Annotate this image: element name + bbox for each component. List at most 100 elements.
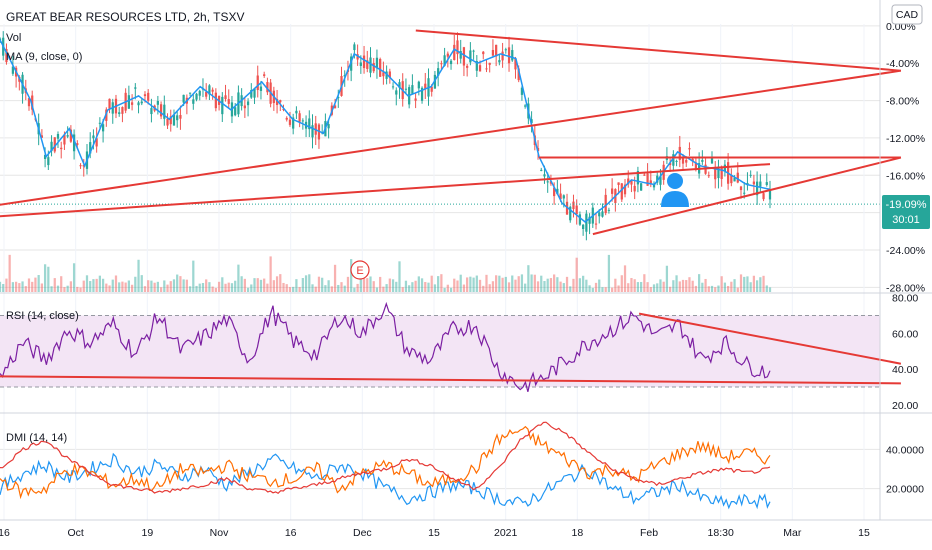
volume-bar [350, 259, 353, 292]
volume-bar [675, 275, 678, 292]
earnings-label: E [356, 265, 363, 277]
candle-body [685, 159, 688, 163]
candle-body [108, 98, 111, 109]
candle-body [82, 165, 85, 167]
volume-bar [420, 278, 424, 292]
candle-body [47, 157, 50, 166]
volume-bar [669, 286, 672, 292]
rsi-trendline [0, 375, 901, 385]
volume-bar [565, 276, 569, 292]
volume-bar [472, 277, 475, 292]
volume-bar [559, 281, 562, 292]
candle-body [147, 92, 150, 101]
time-tick-label: 2021 [494, 527, 518, 539]
volume-bar [192, 260, 195, 292]
candle-body [501, 51, 504, 61]
candle-body [517, 68, 520, 81]
price-trendline [0, 69, 902, 206]
volume-bar [520, 274, 524, 292]
volume-bar [646, 282, 649, 292]
currency-button[interactable]: CAD [891, 4, 923, 25]
volume-bar [143, 286, 147, 292]
volume-bar [630, 278, 633, 292]
candle-body [356, 54, 359, 60]
volume-bar [169, 281, 172, 292]
volume-bar [733, 279, 736, 292]
volume-bar [221, 277, 224, 292]
volume-bar [533, 274, 536, 292]
candle-body [746, 182, 749, 185]
candle-body [53, 137, 56, 152]
volume-bar [427, 282, 430, 292]
volume-bar [726, 285, 730, 292]
candle-body [134, 87, 137, 89]
candle-body [224, 95, 227, 100]
volume-bar [482, 285, 485, 292]
volume-bar [304, 275, 308, 292]
volume-bar [746, 276, 749, 292]
candle-body [140, 101, 143, 104]
volume-bars [0, 254, 772, 292]
candle-body [375, 57, 379, 69]
candle-body [546, 181, 549, 183]
candle-body [611, 188, 614, 194]
volume-bar [217, 281, 221, 292]
price-trendline [592, 156, 902, 236]
candle-body [495, 44, 498, 57]
user-icon[interactable] [661, 173, 689, 207]
candle-body [739, 186, 743, 191]
volume-bar [201, 282, 205, 292]
volume-bar [21, 281, 24, 292]
candle-body [553, 187, 556, 197]
volume-bar [362, 276, 366, 292]
volume-bar [308, 274, 311, 292]
volume-bar [636, 282, 640, 292]
volume-bar [398, 261, 401, 292]
volume-bar [662, 281, 665, 292]
volume-bar [549, 278, 553, 292]
earnings-marker[interactable]: E [350, 260, 370, 280]
rsi-pane [0, 301, 880, 392]
candle-body [98, 122, 101, 124]
candle-body [337, 97, 340, 99]
volume-bar [263, 278, 266, 292]
candle-body [243, 105, 246, 109]
volume-bar [743, 276, 746, 292]
candle-body [585, 213, 588, 232]
candle-body [620, 183, 623, 200]
volume-bar [359, 277, 362, 292]
volume-bar [736, 287, 739, 292]
volume-bar [92, 279, 95, 292]
price-tick-label: -24.00% [886, 245, 925, 257]
volume-bar [488, 284, 491, 292]
volume-bar [604, 287, 607, 292]
rsi-line [0, 301, 771, 392]
volume-bar [314, 286, 317, 292]
candle-body [66, 135, 69, 137]
candle-body [130, 102, 134, 105]
volume-label: Vol [6, 32, 21, 44]
candle-body [95, 138, 98, 147]
candle-body [359, 62, 362, 66]
volume-bar [124, 282, 127, 292]
volume-bar [491, 281, 495, 292]
candle-body [672, 154, 675, 166]
candle-body [211, 89, 214, 92]
candle-body [437, 68, 440, 76]
volume-bar [437, 276, 440, 292]
candle-body [298, 113, 301, 122]
volume-bar [230, 283, 234, 292]
volume-bar [163, 280, 166, 292]
candle-body [688, 148, 691, 150]
candle-body [411, 85, 414, 94]
candle-body [762, 193, 765, 200]
volume-bar [411, 282, 414, 292]
volume-bar [85, 275, 89, 292]
candle-body [60, 147, 63, 150]
candle-body [127, 95, 130, 109]
candle-body [759, 181, 762, 187]
volume-bar [678, 281, 681, 292]
volume-bar [540, 275, 543, 292]
